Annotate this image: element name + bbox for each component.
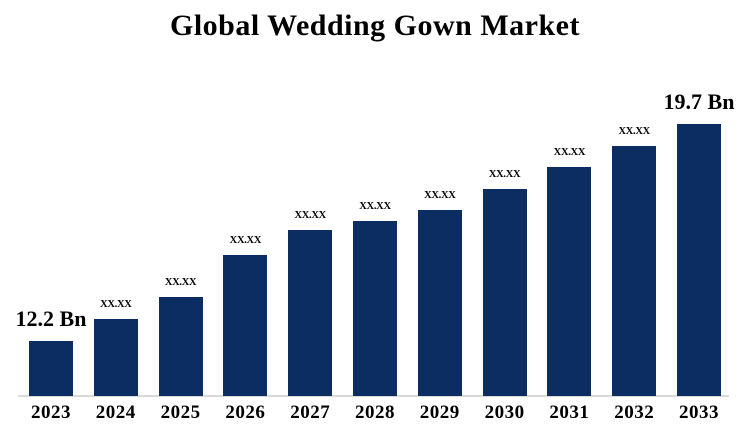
- bar-value-label-2033: 19.7 Bn: [663, 88, 735, 114]
- x-tick-2027: 2027: [290, 402, 331, 423]
- x-tick-2030: 2030: [484, 402, 525, 423]
- x-tick-2028: 2028: [355, 402, 395, 423]
- bar-value-label-2027: XX.XX: [294, 210, 326, 222]
- x-tick-2023: 2023: [31, 402, 71, 423]
- bar-2031: [547, 167, 592, 396]
- bar-value-label-2025: XX.XX: [164, 277, 197, 289]
- bar-value-label-2031: XX.XX: [553, 147, 586, 159]
- x-tick-2033: 2033: [679, 402, 719, 423]
- x-axis-line: [18, 395, 729, 397]
- bar-value-label-2030: XX.XX: [488, 169, 521, 181]
- x-tick-2026: 2026: [225, 402, 266, 423]
- bar-2030: [482, 189, 527, 396]
- bar-2033: [677, 124, 721, 396]
- bar-value-label-2026: XX.XX: [229, 235, 262, 247]
- bar-value-label-2032: XX.XX: [618, 126, 650, 138]
- bar-2026: [223, 255, 268, 396]
- bar-value-label-2029: XX.XX: [424, 190, 456, 202]
- x-tick-2032: 2032: [614, 402, 655, 423]
- bar-2028: [353, 221, 397, 396]
- bar-2032: [612, 146, 657, 396]
- bar-2023: [29, 341, 73, 396]
- x-tick-2029: 2029: [419, 402, 460, 423]
- bar-2025: [158, 297, 203, 396]
- x-tick-2031: 2031: [549, 402, 590, 423]
- plot-area: 12.2 Bn 2023 XX.XX 2024 XX.XX 2025 XX.XX 2026 XX…: [15, 0, 735, 423]
- bar-2027: [288, 230, 333, 396]
- bar-value-label-2024: XX.XX: [100, 299, 132, 311]
- bar-2024: [93, 319, 138, 396]
- bar-value-label-2028: XX.XX: [359, 201, 391, 213]
- bar-2029: [417, 210, 462, 396]
- x-tick-2025: 2025: [160, 402, 201, 423]
- x-tick-2024: 2024: [95, 402, 136, 423]
- bar-value-label-2023: 12.2 Bn: [15, 305, 87, 331]
- chart-title: Global Wedding Gown Market: [169, 9, 580, 42]
